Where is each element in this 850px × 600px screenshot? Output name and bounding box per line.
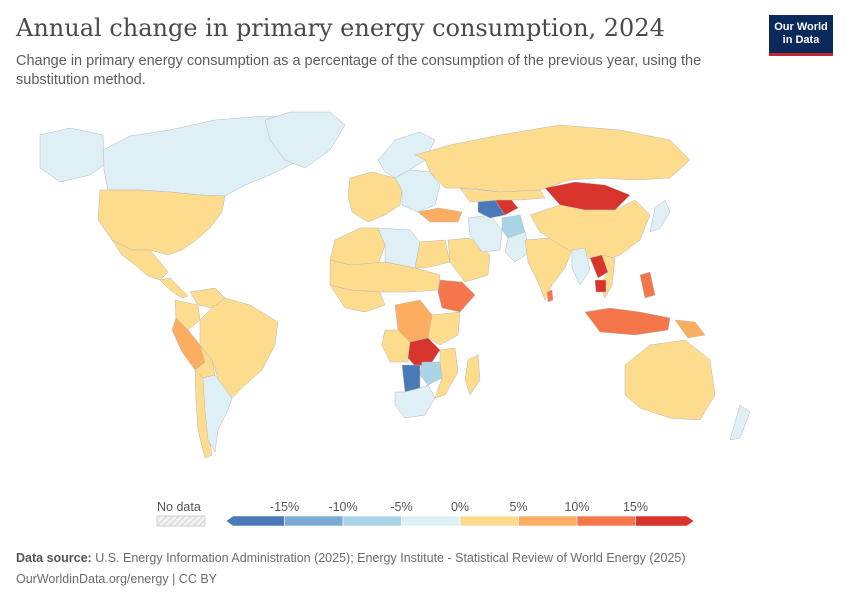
legend-no-data-label: No data (157, 500, 201, 514)
color-legend: No data -15% -10% -5% 0% 5% 10% 15% (156, 500, 695, 527)
logo-line-1: Our World (774, 21, 828, 33)
region-zimbabwe[interactable] (419, 361, 443, 386)
region-new-zealand[interactable] (729, 404, 751, 441)
legend-bin-4[interactable] (459, 515, 519, 527)
logo-line-2: in Data (782, 34, 820, 46)
world-map (39, 111, 751, 459)
region-kazakhstan[interactable] (459, 187, 546, 203)
region-mexico[interactable] (111, 239, 169, 281)
region-colombia[interactable] (174, 299, 201, 331)
region-egypt[interactable] (414, 239, 451, 269)
credit-link[interactable]: OurWorldinData.org/energy | CC BY (16, 572, 218, 586)
data-source: Data source: U.S. Energy Information Adm… (16, 548, 686, 569)
region-philippines[interactable] (639, 271, 656, 299)
legend-tick-label: -10% (328, 500, 357, 514)
region-china[interactable] (529, 199, 651, 263)
legend-tick-label: 5% (509, 500, 527, 514)
chart-footer: Data source: U.S. Energy Information Adm… (16, 548, 686, 590)
owid-logo[interactable]: Our World in Data (769, 15, 833, 56)
region-russia[interactable] (414, 124, 691, 193)
legend-tick-label: 10% (564, 500, 589, 514)
data-source-text: U.S. Energy Information Administration (… (95, 551, 686, 565)
region-pakistan[interactable] (504, 231, 531, 263)
legend-tick-label: 0% (451, 500, 469, 514)
legend-tick-label: -15% (270, 500, 299, 514)
region-west-africa[interactable] (329, 284, 386, 313)
region-botswana[interactable] (401, 364, 421, 393)
region-east-africa[interactable] (427, 311, 461, 346)
region-alaska[interactable] (39, 127, 105, 183)
chart-subtitle: Change in primary energy consumption as … (16, 53, 702, 88)
legend-bin-6[interactable] (576, 515, 636, 527)
region-north-africa[interactable] (329, 227, 386, 266)
legend-bin-1[interactable] (284, 515, 344, 527)
region-cambodia[interactable] (594, 279, 607, 293)
region-ethiopia[interactable] (437, 279, 476, 313)
chart-title: Annual change in primary energy consumpt… (16, 14, 665, 42)
region-argentina[interactable] (202, 374, 233, 453)
region-eastern-europe[interactable] (394, 169, 441, 213)
legend-tick-label: -5% (390, 500, 412, 514)
legend-bin-0[interactable] (225, 515, 285, 527)
region-angola[interactable] (381, 329, 411, 363)
region-central-america[interactable] (159, 277, 189, 299)
region-mozambique[interactable] (434, 347, 459, 399)
data-source-label: Data source: (16, 551, 92, 565)
region-turkey[interactable] (417, 207, 463, 223)
region-western-europe[interactable] (347, 171, 403, 223)
legend-tick-label: 15% (623, 500, 648, 514)
legend-no-data-swatch (156, 515, 206, 527)
legend-bin-2[interactable] (342, 515, 402, 527)
region-indonesia[interactable] (584, 307, 671, 336)
region-greenland[interactable] (264, 111, 346, 169)
region-myanmar[interactable] (571, 247, 591, 286)
legend-bin-7[interactable] (635, 515, 695, 527)
region-papua-new-guinea[interactable] (674, 319, 706, 339)
region-japan[interactable] (649, 199, 671, 233)
region-saudi-arabia[interactable] (447, 237, 491, 283)
region-australia[interactable] (624, 339, 716, 421)
region-sri-lanka[interactable] (546, 289, 554, 303)
legend-bin-3[interactable] (401, 515, 461, 527)
region-madagascar[interactable] (464, 354, 481, 396)
legend-bin-5[interactable] (518, 515, 578, 527)
region-south-africa[interactable] (394, 384, 436, 419)
